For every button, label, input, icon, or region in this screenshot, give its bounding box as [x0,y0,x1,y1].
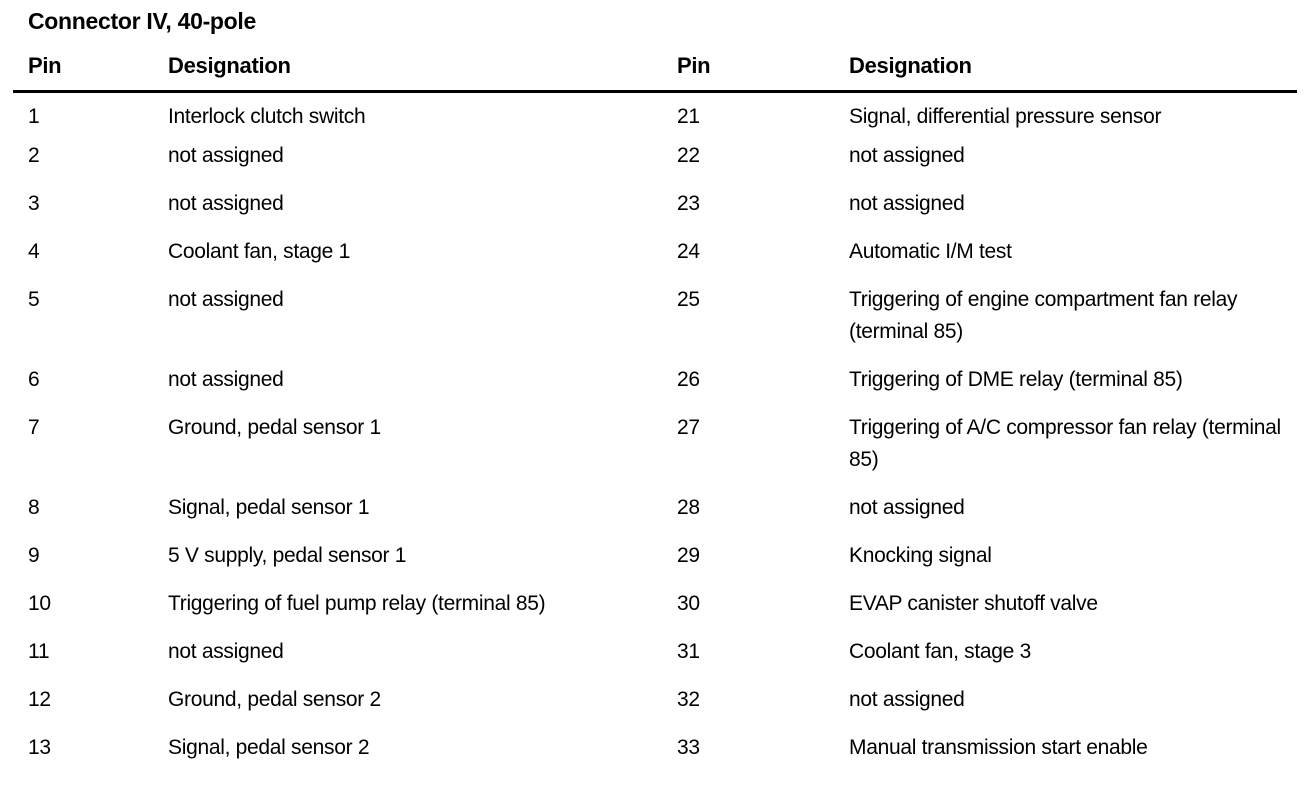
pin-cell: 31 [677,639,700,663]
designation-cell: EVAP canister shutoff valve [849,591,1098,615]
designation-cell: Triggering of A/C compressor fan relay (… [849,415,1281,471]
column-header-pin-left: Pin [13,54,168,93]
table-row: 6 not assigned 26 Triggering of DME rela… [13,364,1297,412]
pin-cell: 8 [28,495,40,519]
pin-cell: 13 [28,735,51,759]
designation-cell: Triggering of DME relay (terminal 85) [849,367,1183,391]
pin-cell: 5 [28,287,40,311]
designation-cell: not assigned [168,191,284,215]
table-row: 7 Ground, pedal sensor 1 27 Triggering o… [13,412,1297,492]
designation-cell: Triggering of fuel pump relay (terminal … [168,591,546,615]
table-row: 10 Triggering of fuel pump relay (termin… [13,588,1297,636]
column-header-designation-left: Designation [168,54,677,93]
table-row: 9 5 V supply, pedal sensor 1 29 Knocking… [13,540,1297,588]
table-row: 4 Coolant fan, stage 1 24 Automatic I/M … [13,236,1297,284]
pin-cell: 30 [677,591,700,615]
designation-cell: not assigned [849,495,965,519]
pin-cell: 32 [677,687,700,711]
pin-cell: 11 [28,639,50,663]
designation-cell: not assigned [849,687,965,711]
pin-cell: 3 [28,191,40,215]
table-row: 2 not assigned 22 not assigned [13,140,1297,188]
designation-cell: Signal, pedal sensor 1 [168,495,370,519]
page-title: Connector IV, 40-pole [28,8,257,34]
pin-cell: 21 [677,105,700,128]
designation-cell: Automatic I/M test [849,239,1012,263]
pin-cell: 4 [28,239,40,263]
pin-cell: 24 [677,239,700,263]
pin-cell: 7 [28,415,40,439]
pin-cell: 33 [677,735,700,759]
designation-cell: not assigned [168,143,284,167]
pin-cell: 26 [677,367,700,391]
designation-cell: not assigned [849,191,965,215]
table-row: 8 Signal, pedal sensor 1 28 not assigned [13,492,1297,540]
designation-cell: not assigned [849,143,965,167]
pin-cell: 1 [28,105,40,128]
designation-cell: Ground, pedal sensor 1 [168,415,381,439]
table-row: 11 not assigned 31 Coolant fan, stage 3 [13,636,1297,684]
designation-cell: Ground, pedal sensor 2 [168,687,381,711]
table-header: Pin Designation Pin Designation [13,54,1297,93]
pin-cell: 2 [28,143,40,167]
designation-cell: Interlock clutch switch [168,105,366,128]
pin-cell: 10 [28,591,51,615]
table-row: 13 Signal, pedal sensor 2 33 Manual tran… [13,732,1297,780]
designation-cell: 5 V supply, pedal sensor 1 [168,543,407,567]
pin-cell: 27 [677,415,700,439]
designation-cell: Knocking signal [849,543,992,567]
header-row: Pin Designation Pin Designation [13,54,1297,93]
pin-cell: 23 [677,191,700,215]
table-row: 5 not assigned 25 Triggering of engine c… [13,284,1297,364]
designation-cell: Signal, pedal sensor 2 [168,735,370,759]
table-row: 1 Interlock clutch switch 21 Signal, dif… [13,92,1297,140]
pin-cell: 29 [677,543,700,567]
designation-cell: not assigned [168,287,284,311]
table-body: 1 Interlock clutch switch 21 Signal, dif… [13,92,1297,780]
column-header-designation-right: Designation [849,54,1297,93]
table-row: 12 Ground, pedal sensor 2 32 not assigne… [13,684,1297,732]
pin-cell: 12 [28,687,51,711]
designation-cell: Manual transmission start enable [849,735,1148,759]
column-header-pin-right: Pin [677,54,849,93]
designation-cell: Coolant fan, stage 3 [849,639,1031,663]
designation-cell: not assigned [168,367,284,391]
pin-cell: 25 [677,287,700,311]
designation-cell: Signal, differential pressure sensor [849,105,1162,128]
pin-cell: 22 [677,143,700,167]
designation-cell: not assigned [168,639,284,663]
pin-cell: 9 [28,543,40,567]
pin-assignment-table: Pin Designation Pin Designation 1 Interl… [13,54,1297,780]
table-row: 3 not assigned 23 not assigned [13,188,1297,236]
pin-cell: 28 [677,495,700,519]
pin-cell: 6 [28,367,40,391]
designation-cell: Coolant fan, stage 1 [168,239,350,263]
designation-cell: Triggering of engine compartment fan rel… [849,287,1238,343]
